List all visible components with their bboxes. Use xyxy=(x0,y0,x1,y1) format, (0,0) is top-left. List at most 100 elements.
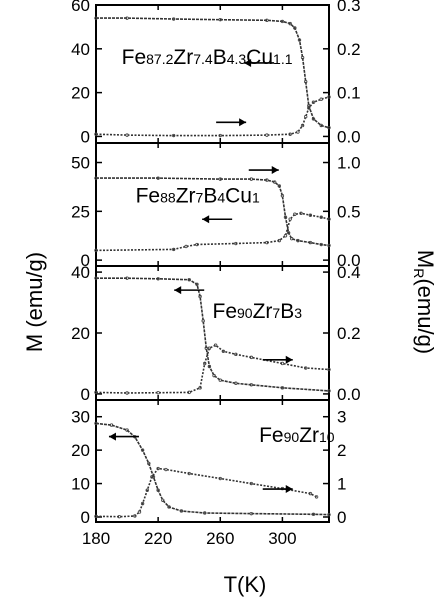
arrow-head-icon xyxy=(108,432,116,441)
composition-subscript: 3 xyxy=(294,305,302,321)
arrow-head-icon xyxy=(202,215,210,224)
composition-label: Fe90Zr10 xyxy=(259,424,335,447)
data-point-left xyxy=(311,117,316,121)
x-tick-label: 180 xyxy=(82,529,110,548)
data-point-right xyxy=(277,238,281,243)
right-tick-label: 0.0 xyxy=(337,385,361,404)
data-point-left xyxy=(94,276,98,280)
data-point-left xyxy=(161,498,165,502)
data-point-left xyxy=(179,509,184,513)
data-point-right xyxy=(319,97,323,101)
data-point-left xyxy=(280,194,285,198)
data-point-left xyxy=(198,294,202,299)
series-left xyxy=(96,177,330,247)
data-point-left xyxy=(218,177,222,181)
data-point-right xyxy=(145,488,149,492)
composition-subscript: 4 xyxy=(217,190,225,206)
data-point-left xyxy=(167,505,171,509)
data-point-right xyxy=(319,215,323,219)
data-point-right xyxy=(308,213,313,217)
data-point-left xyxy=(280,19,285,24)
left-tick-label: 40 xyxy=(71,40,90,59)
right-tick-label: 0.3 xyxy=(337,0,361,15)
series-right xyxy=(95,344,330,394)
y-right-label: MR(emu/g) xyxy=(411,250,437,354)
data-point-left xyxy=(125,16,129,20)
data-point-right xyxy=(308,491,313,496)
left-tick-label: 20 xyxy=(71,84,90,103)
data-point-right xyxy=(125,133,129,137)
series-left xyxy=(96,277,330,392)
data-point-right xyxy=(288,132,292,136)
panel-frame xyxy=(95,265,330,401)
right-tick-label: 1 xyxy=(337,475,346,494)
left-tick-label: 0 xyxy=(81,251,90,270)
data-point-right xyxy=(156,390,160,395)
left-tick-label: 25 xyxy=(71,202,90,221)
x-axis-label: T(K) xyxy=(224,572,267,597)
data-point-left xyxy=(156,277,160,281)
data-point-left xyxy=(156,176,160,180)
composition-element: Zr xyxy=(176,185,196,208)
composition-element: Zr xyxy=(173,46,193,69)
data-point-right xyxy=(207,346,212,350)
data-point-left xyxy=(109,423,114,427)
data-point-left xyxy=(265,178,269,182)
data-point-right xyxy=(293,212,297,216)
composition-label: Fe90Zr7B3 xyxy=(213,300,303,323)
composition-subscript: 90 xyxy=(237,305,253,321)
data-point-left xyxy=(140,448,145,452)
data-point-left xyxy=(234,381,238,385)
data-point-right xyxy=(171,133,176,138)
panel-2: 0 25 50 0.0 0.5 1.0 Fe88Zr7B4Cu1 xyxy=(71,142,361,270)
y-right-label-main: M xyxy=(413,250,437,268)
arrow-head-icon xyxy=(285,355,293,364)
composition-element: Fe xyxy=(122,46,147,69)
data-point-left xyxy=(218,17,222,22)
data-point-left xyxy=(203,511,207,515)
data-point-left xyxy=(94,421,98,426)
composition-subscript: 88 xyxy=(160,190,176,206)
data-point-right xyxy=(327,95,331,99)
composition-subscript: 90 xyxy=(284,429,300,445)
composition-subscript: 87.2 xyxy=(146,51,173,67)
data-point-left xyxy=(265,18,269,23)
data-point-left xyxy=(204,346,208,350)
data-point-right xyxy=(164,467,168,472)
data-point-left xyxy=(319,242,323,247)
series-left xyxy=(95,422,330,516)
data-point-left xyxy=(280,386,285,390)
data-point-right xyxy=(198,386,202,390)
data-point-left xyxy=(147,461,151,466)
data-point-left xyxy=(249,511,254,516)
composition-subscript: 7.4 xyxy=(193,51,213,67)
right-tick-label: 0.0 xyxy=(337,127,361,146)
data-point-left xyxy=(327,389,331,393)
right-tick-label: 2 xyxy=(337,441,346,460)
panels: 02040600.00.10.20.3Fe87.2Zr7.4B4.3Cu1.10… xyxy=(71,0,361,548)
data-point-right xyxy=(314,495,319,499)
data-point-right xyxy=(150,475,154,479)
arrow-head-icon xyxy=(239,118,247,127)
series-right xyxy=(95,467,317,518)
data-point-right xyxy=(171,247,176,252)
x-tick-label: 260 xyxy=(206,529,234,548)
data-point-left xyxy=(125,276,129,280)
composition-subscript: 10 xyxy=(319,429,335,445)
data-point-left xyxy=(212,373,216,378)
data-point-left xyxy=(201,319,205,323)
data-point-right xyxy=(140,501,145,506)
data-point-left xyxy=(304,79,308,84)
data-point-right xyxy=(299,211,303,215)
data-point-right xyxy=(249,355,254,360)
data-point-left xyxy=(249,177,254,181)
data-point-right xyxy=(213,343,218,347)
right-tick-label: 0.4 xyxy=(337,263,361,282)
data-point-right xyxy=(307,106,311,110)
panel-1: 0 20 40 60 0.0 0.1 0.2 0.3 Fe87.2Zr7.4B4.3Cu1.1 xyxy=(71,0,361,146)
left-tick-label: 50 xyxy=(71,154,90,173)
data-point-right xyxy=(94,390,98,395)
data-point-right xyxy=(234,352,238,357)
